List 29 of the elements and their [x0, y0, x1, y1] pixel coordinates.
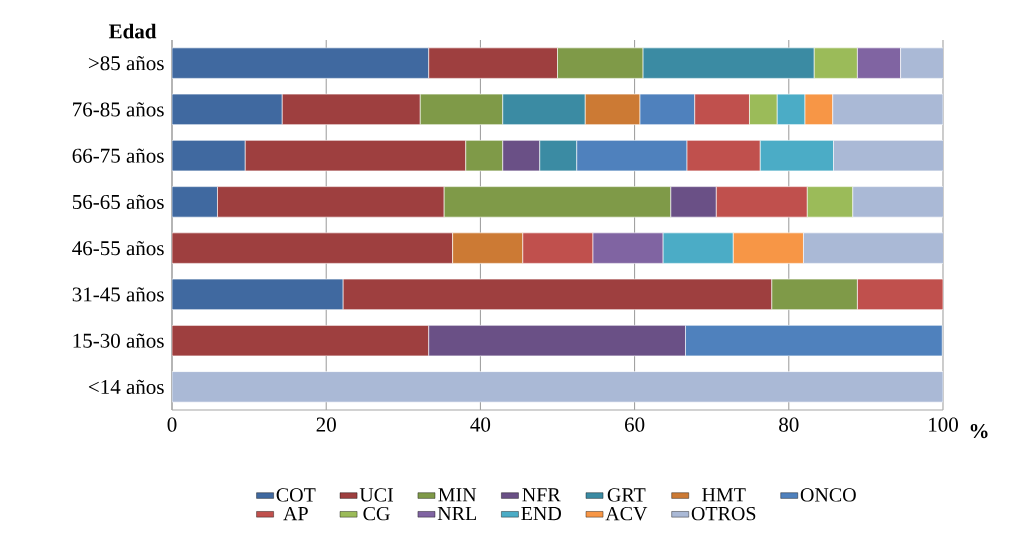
y-tick-label: >85 años	[88, 55, 164, 71]
x-tick-label: 60	[625, 417, 645, 432]
legend-label: GRT	[607, 488, 646, 502]
y-tick-label: 66-75 años	[72, 148, 164, 163]
x-tick-label: 40	[470, 417, 491, 432]
y-tick-label: 15-30 años	[73, 333, 164, 348]
legend-label: ONCO	[800, 488, 856, 502]
y-axis-title: Edad	[108, 23, 157, 39]
x-axis-title: %	[970, 423, 988, 439]
legend-label: NFR	[522, 488, 561, 502]
x-tick-label: 80	[779, 417, 799, 432]
legend-label: ACV	[605, 506, 648, 521]
legend-label: UCI	[359, 488, 394, 502]
x-tick-label: 20	[316, 417, 336, 432]
legend-label: NRL	[437, 507, 476, 521]
legend-label: CG	[363, 506, 390, 521]
x-tick-label: 100	[929, 417, 958, 432]
legend-label: COT	[276, 488, 316, 502]
legend-label: AP	[283, 506, 308, 521]
y-tick-label: 76-85 años	[73, 102, 164, 117]
x-tick-label: 0	[167, 417, 177, 432]
legend-label: HMT	[702, 488, 746, 502]
y-tick-label: 46-55 años	[72, 240, 164, 256]
legend-label: END	[521, 507, 561, 521]
y-tick-label: <14 años	[88, 379, 164, 395]
legend-label: MIN	[438, 488, 477, 502]
y-tick-label: 31-45 años	[72, 287, 164, 302]
legend-label: OTROS	[691, 506, 756, 521]
y-tick-label: 56-65 años	[72, 194, 164, 210]
